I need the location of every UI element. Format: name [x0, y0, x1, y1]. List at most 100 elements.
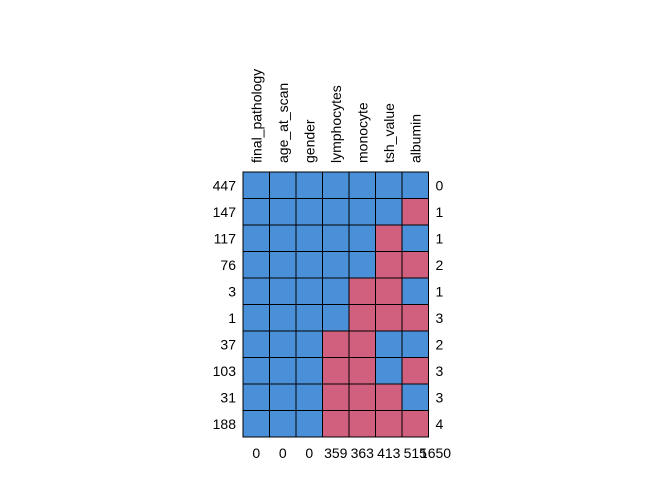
pattern-cell	[322, 304, 350, 332]
pattern-cell	[295, 357, 323, 385]
pattern-cell	[322, 330, 350, 358]
pattern-cell	[375, 171, 403, 199]
pattern-cell	[322, 383, 350, 411]
pattern-cell	[375, 357, 403, 385]
pattern-cell	[269, 383, 297, 411]
missing-per-variable-label: 359	[324, 445, 348, 461]
pattern-cell	[322, 410, 350, 438]
variable-label: monocyte	[354, 102, 370, 163]
pattern-cell	[242, 410, 270, 438]
missing-per-variable-label: 413	[377, 445, 401, 461]
pattern-cell	[375, 198, 403, 226]
pattern-cell	[375, 410, 403, 438]
pattern-cell	[295, 171, 323, 199]
missing-per-variable-label: 0	[252, 445, 260, 461]
pattern-cell	[322, 198, 350, 226]
pattern-count-label: 37	[220, 336, 236, 352]
missing-per-pattern-label: 4	[436, 416, 444, 432]
pattern-cell	[295, 251, 323, 279]
missing-per-pattern-label: 3	[436, 389, 444, 405]
pattern-cell	[269, 277, 297, 305]
pattern-cell	[269, 357, 297, 385]
pattern-cell	[375, 330, 403, 358]
pattern-cell	[295, 277, 323, 305]
missing-per-pattern-label: 1	[436, 230, 444, 246]
pattern-cell	[269, 251, 297, 279]
pattern-cell	[348, 383, 376, 411]
pattern-count-label: 3	[228, 283, 236, 299]
pattern-cell	[242, 383, 270, 411]
pattern-cell	[401, 277, 429, 305]
pattern-cell	[242, 224, 270, 252]
missing-per-pattern-label: 1	[436, 204, 444, 220]
missing-per-pattern-label: 0	[436, 177, 444, 193]
pattern-cell	[242, 357, 270, 385]
pattern-cell	[348, 304, 376, 332]
variable-label: age_at_scan	[275, 83, 291, 163]
pattern-cell	[348, 198, 376, 226]
missing-per-variable-label: 515	[404, 445, 428, 461]
pattern-cell	[242, 330, 270, 358]
pattern-cell	[269, 224, 297, 252]
pattern-cell	[401, 198, 429, 226]
pattern-cell	[322, 357, 350, 385]
pattern-cell	[375, 304, 403, 332]
pattern-cell	[375, 224, 403, 252]
pattern-cell	[375, 277, 403, 305]
missing-per-variable-label: 363	[351, 445, 375, 461]
pattern-cell	[348, 224, 376, 252]
variable-label: final_pathology	[248, 69, 264, 163]
pattern-cell	[295, 198, 323, 226]
pattern-cell	[242, 198, 270, 226]
pattern-count-label: 1	[228, 310, 236, 326]
pattern-cell	[348, 251, 376, 279]
variable-label: tsh_value	[381, 103, 397, 163]
pattern-cell	[401, 330, 429, 358]
pattern-cell	[269, 330, 297, 358]
pattern-cell	[401, 171, 429, 199]
missing-per-variable-label: 0	[279, 445, 287, 461]
variable-label: gender	[301, 119, 317, 163]
missing-per-pattern-label: 3	[436, 363, 444, 379]
pattern-cell	[348, 410, 376, 438]
variable-label: albumin	[407, 114, 423, 163]
pattern-cell	[295, 304, 323, 332]
pattern-cell	[322, 224, 350, 252]
pattern-cell	[348, 171, 376, 199]
pattern-cell	[375, 251, 403, 279]
pattern-cell	[375, 383, 403, 411]
pattern-cell	[348, 277, 376, 305]
pattern-count-label: 31	[220, 389, 236, 405]
pattern-cell	[242, 277, 270, 305]
pattern-cell	[295, 410, 323, 438]
pattern-count-label: 76	[220, 257, 236, 273]
pattern-cell	[322, 277, 350, 305]
pattern-cell	[269, 410, 297, 438]
pattern-cell	[295, 383, 323, 411]
pattern-cell	[295, 224, 323, 252]
pattern-cell	[401, 410, 429, 438]
pattern-cell	[401, 224, 429, 252]
pattern-cell	[348, 330, 376, 358]
pattern-cell	[401, 304, 429, 332]
pattern-count-label: 447	[213, 177, 237, 193]
pattern-count-label: 188	[213, 416, 237, 432]
pattern-cell	[295, 330, 323, 358]
pattern-cell	[269, 198, 297, 226]
missing-per-pattern-label: 1	[436, 283, 444, 299]
pattern-cell	[401, 383, 429, 411]
missing-per-pattern-label: 3	[436, 310, 444, 326]
pattern-count-label: 147	[213, 204, 237, 220]
pattern-cell	[401, 251, 429, 279]
total-missing-label: 1650	[420, 445, 451, 461]
pattern-cell	[242, 304, 270, 332]
missing-per-variable-label: 0	[305, 445, 313, 461]
pattern-cell	[322, 171, 350, 199]
missing-per-pattern-label: 2	[436, 257, 444, 273]
pattern-cell	[269, 304, 297, 332]
variable-label: lymphocytes	[328, 85, 344, 163]
pattern-cell	[242, 171, 270, 199]
pattern-cell	[348, 357, 376, 385]
pattern-cell	[401, 357, 429, 385]
